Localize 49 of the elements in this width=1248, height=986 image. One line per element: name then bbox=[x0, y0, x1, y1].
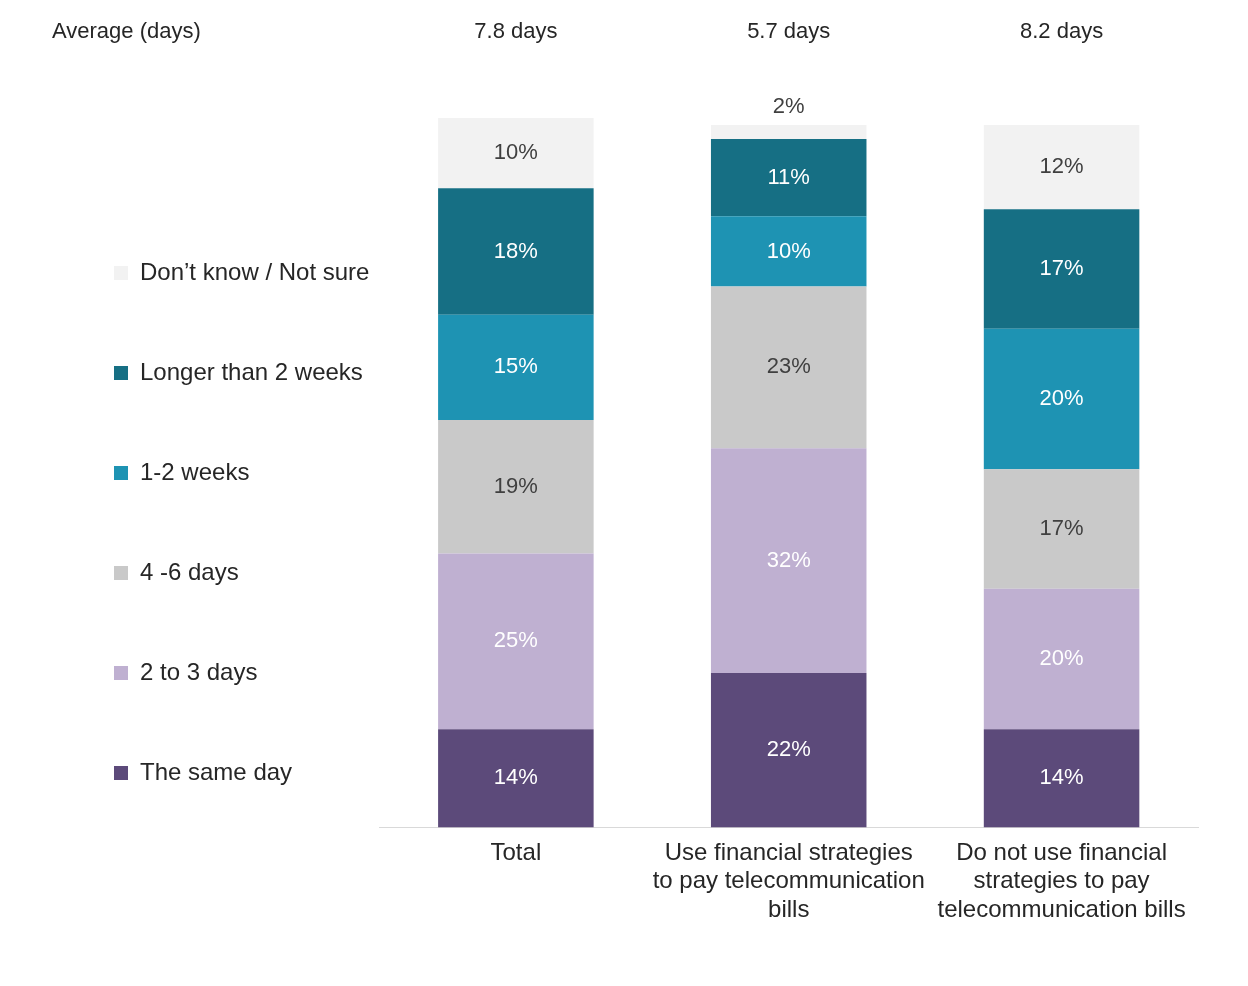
data-label: 15% bbox=[493, 353, 538, 379]
x-tick-label: Use financial strategies to pay telecommunication bills bbox=[652, 837, 925, 923]
text: Average (days) bbox=[52, 18, 201, 44]
bar bbox=[983, 729, 1140, 828]
bar bbox=[710, 139, 867, 217]
bar bbox=[710, 125, 867, 140]
legend-label: 1-2 weeks bbox=[140, 457, 250, 485]
bar bbox=[983, 125, 1140, 210]
bar bbox=[438, 118, 594, 189]
data-label: 23% bbox=[766, 353, 811, 379]
data-label: 14% bbox=[493, 764, 538, 790]
data-label: 14% bbox=[1039, 764, 1084, 790]
data-label: 17% bbox=[1039, 255, 1084, 281]
bar bbox=[983, 469, 1140, 589]
data-label: 10% bbox=[766, 237, 811, 263]
x-tick-label: Do not use financial strategies to pay telecommunication bills bbox=[937, 837, 1186, 923]
bar bbox=[438, 553, 594, 730]
bar bbox=[438, 314, 594, 421]
data-label: 25% bbox=[493, 627, 538, 653]
text: 5.7 days bbox=[747, 18, 831, 44]
x-tick-label: Total bbox=[490, 837, 542, 865]
data-label: 20% bbox=[1039, 645, 1084, 671]
data-label: 19% bbox=[493, 472, 538, 498]
bar bbox=[983, 588, 1140, 730]
legend-label: 4 -6 days bbox=[140, 557, 239, 585]
data-label: 17% bbox=[1039, 515, 1084, 541]
data-label: 12% bbox=[1039, 153, 1084, 179]
legend-label: 2 to 3 days bbox=[140, 657, 258, 685]
data-label: 22% bbox=[766, 736, 811, 762]
bar bbox=[710, 448, 867, 674]
bar bbox=[983, 328, 1140, 470]
bar bbox=[983, 209, 1140, 329]
bar bbox=[710, 216, 867, 287]
bar bbox=[438, 729, 594, 828]
bar bbox=[710, 286, 867, 449]
data-label: 32% bbox=[766, 546, 811, 572]
bar bbox=[438, 420, 594, 554]
data-label: 10% bbox=[493, 139, 538, 165]
legend-label: Don’t know / Not sure bbox=[140, 257, 370, 285]
text: 8.2 days bbox=[1019, 18, 1104, 44]
bar bbox=[438, 188, 594, 315]
data-label: 2% bbox=[772, 93, 805, 119]
data-label: 11% bbox=[767, 163, 810, 189]
legend-label: Longer than 2 weeks bbox=[140, 357, 363, 385]
text: 7.8 days bbox=[474, 18, 558, 44]
bar bbox=[710, 673, 867, 828]
legend-label: The same day bbox=[140, 757, 293, 785]
data-label: 18% bbox=[493, 237, 538, 263]
data-label: 20% bbox=[1039, 385, 1084, 411]
